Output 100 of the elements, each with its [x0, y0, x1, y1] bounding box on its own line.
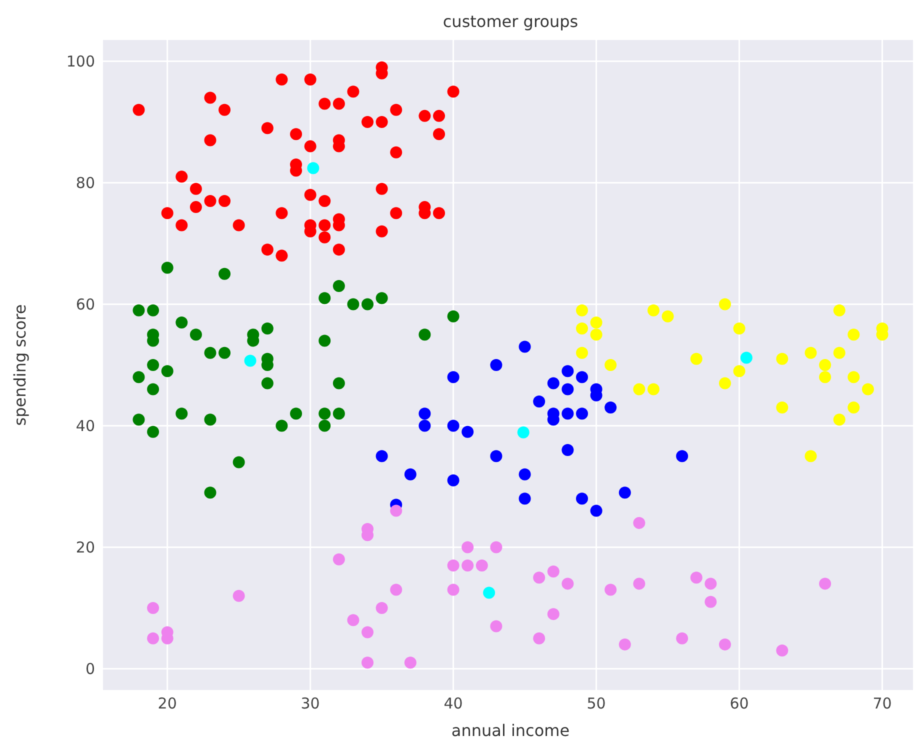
point — [376, 116, 388, 128]
point — [332, 553, 345, 566]
point — [161, 207, 174, 220]
point — [332, 408, 345, 420]
point — [533, 572, 546, 584]
point — [576, 322, 588, 335]
x-tick-label: 50 — [586, 694, 606, 713]
point — [562, 578, 574, 590]
y-tick-label: 0 — [85, 660, 95, 678]
point — [304, 188, 316, 201]
y-tick-label: 40 — [76, 417, 95, 436]
point — [261, 122, 274, 134]
point — [318, 420, 331, 432]
point — [132, 104, 145, 116]
point — [604, 359, 617, 371]
point — [376, 450, 388, 462]
point — [290, 408, 302, 420]
point — [318, 408, 331, 420]
point — [418, 420, 431, 432]
point — [547, 566, 560, 578]
point — [204, 414, 216, 426]
point — [433, 207, 446, 220]
point — [562, 444, 574, 456]
point — [390, 207, 402, 220]
point — [776, 644, 788, 657]
x-tick-label: 30 — [300, 694, 320, 713]
point — [190, 182, 202, 195]
point — [147, 359, 160, 371]
point — [633, 383, 646, 396]
point — [618, 486, 631, 499]
point — [833, 346, 846, 359]
point — [690, 352, 702, 365]
point — [704, 596, 717, 608]
point — [718, 638, 731, 650]
point — [318, 98, 331, 110]
point — [244, 354, 256, 367]
x-tick-label: 20 — [158, 694, 177, 713]
point — [490, 450, 502, 462]
point — [347, 298, 360, 310]
point — [518, 468, 531, 480]
point — [276, 250, 288, 262]
point — [290, 128, 302, 140]
point — [562, 408, 574, 420]
point — [161, 365, 174, 378]
point — [318, 231, 331, 244]
point — [533, 632, 546, 644]
point — [176, 170, 188, 183]
point — [132, 371, 145, 384]
point — [704, 578, 717, 590]
point — [490, 541, 502, 554]
point — [376, 225, 388, 238]
x-tick-label: 40 — [444, 694, 463, 713]
point — [261, 377, 274, 390]
point — [804, 346, 817, 359]
point — [404, 656, 416, 669]
point — [447, 310, 460, 322]
point — [204, 346, 216, 359]
point — [218, 346, 231, 359]
point — [332, 280, 345, 292]
point — [547, 377, 560, 390]
point — [276, 420, 288, 432]
point — [733, 365, 746, 378]
x-tick-label: 70 — [872, 694, 892, 713]
point — [718, 377, 731, 390]
y-tick-label: 20 — [76, 538, 95, 557]
point — [204, 194, 216, 207]
point — [676, 632, 688, 644]
x-axis-title: annual income — [451, 721, 570, 740]
point — [590, 316, 602, 328]
point — [376, 292, 388, 304]
point — [740, 352, 752, 364]
point — [347, 86, 360, 98]
point — [848, 328, 860, 341]
point — [332, 377, 345, 390]
x-tick-label: 60 — [730, 694, 749, 713]
point — [447, 420, 460, 432]
point — [276, 73, 288, 86]
point — [447, 584, 460, 596]
point — [362, 656, 374, 669]
point — [447, 371, 460, 384]
point — [462, 559, 474, 572]
point — [618, 638, 631, 650]
y-tick-label: 60 — [76, 296, 95, 314]
point — [332, 98, 345, 110]
point — [347, 614, 360, 626]
point — [562, 383, 574, 396]
point — [318, 292, 331, 304]
point — [819, 371, 832, 384]
point — [362, 298, 374, 310]
point — [776, 352, 788, 365]
point — [218, 194, 231, 207]
point — [447, 559, 460, 572]
point — [490, 620, 502, 632]
y-axis-title: spending score — [10, 304, 30, 426]
point — [362, 626, 374, 638]
point — [390, 146, 402, 158]
point — [476, 559, 488, 572]
point — [376, 602, 388, 614]
point — [318, 334, 331, 347]
point — [418, 110, 431, 122]
